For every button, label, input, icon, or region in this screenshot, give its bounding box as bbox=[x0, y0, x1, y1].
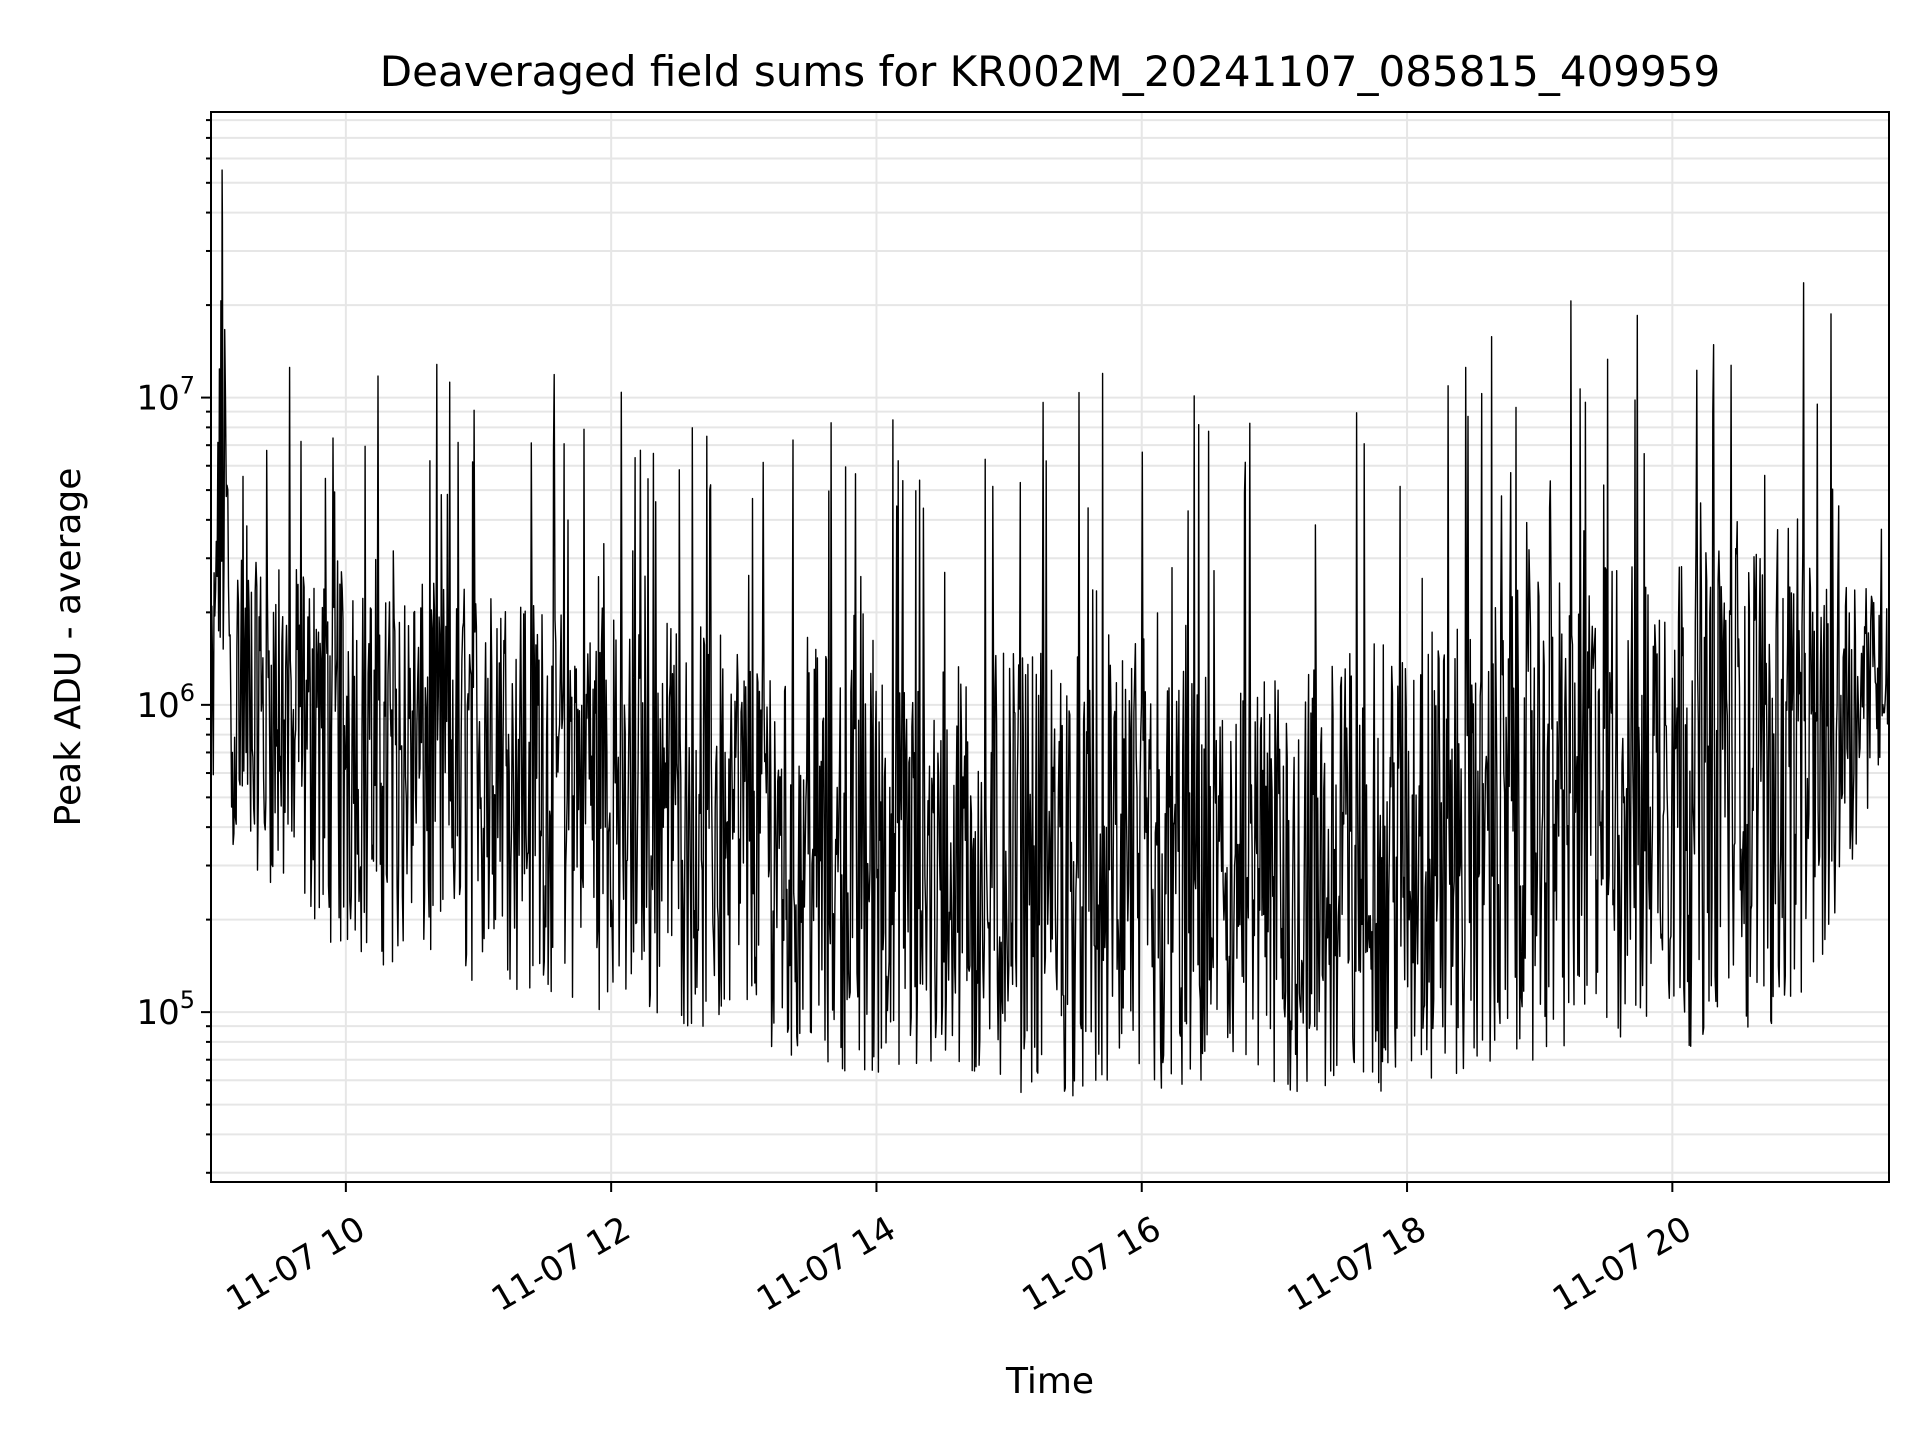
plot-frame bbox=[210, 111, 1890, 1183]
series-layer bbox=[210, 169, 1890, 1097]
y-tick-label: 105 bbox=[136, 986, 195, 1033]
y-axis-label: Peak ADU - average bbox=[48, 468, 89, 827]
x-axis-label: Time bbox=[1005, 1361, 1094, 1402]
y-tick-label: 106 bbox=[136, 679, 195, 726]
series-line bbox=[210, 169, 1890, 1097]
y-tick-label: 107 bbox=[136, 372, 195, 419]
chart-title: Deaveraged field sums for KR002M_2024110… bbox=[380, 47, 1720, 96]
